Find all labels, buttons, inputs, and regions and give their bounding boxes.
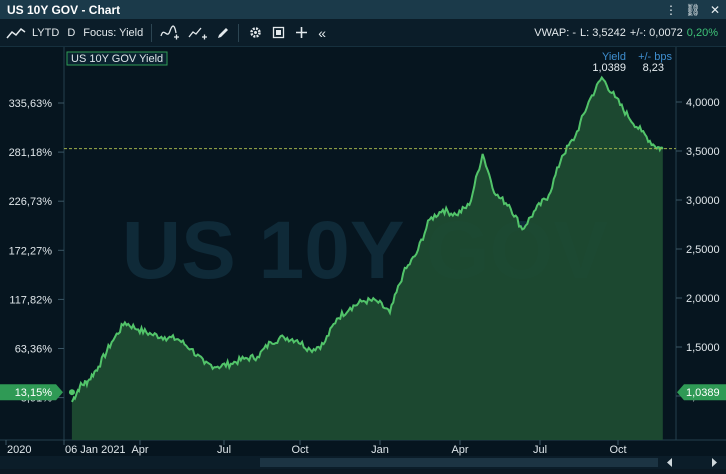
close-icon[interactable]: ✕: [709, 2, 721, 17]
series-label: US 10Y GOV Yield: [71, 53, 163, 65]
left-tick-label: 63,36%: [15, 344, 53, 356]
chart-type-icon[interactable]: [6, 26, 26, 40]
x-tick-label: Oct: [291, 444, 308, 456]
toolbar: LYTD D Focus: Yield « VWAP: - L: 3,5242 …: [0, 19, 726, 47]
focus-selector[interactable]: Focus: Yield: [83, 26, 144, 39]
menu-icon[interactable]: ⋮: [665, 2, 677, 17]
last-value: L: 3,5242: [580, 26, 626, 39]
bps-value: 8,23: [643, 62, 664, 74]
right-tick-label: 4,0000: [686, 97, 720, 109]
left-current-label: 13,15%: [0, 384, 63, 401]
right-current-value: 1,0389: [686, 387, 720, 399]
add-study-icon[interactable]: [160, 24, 180, 41]
x-tick-label: Apr: [131, 444, 148, 456]
yield-chart[interactable]: US 10Y GOV 335,63%281,18%226,73%172,27%1…: [0, 47, 726, 469]
x-tick-label: 06 Jan 2021: [65, 444, 126, 456]
bps-header: +/- bps: [638, 51, 672, 63]
yield-area: [71, 77, 663, 440]
yield-header: Yield: [602, 51, 626, 63]
change-label: +/-: 0,0072: [629, 26, 683, 39]
right-tick-label: 3,5000: [686, 146, 720, 158]
x-tick-label: Jul: [217, 444, 231, 456]
left-tick-label: 335,63%: [9, 98, 53, 110]
right-axis: 4,00003,50003,00002,50002,00001,50001,00…: [676, 97, 720, 403]
change-value: +/-: 0,0072: [630, 27, 683, 39]
window-title: US 10Y GOV - Chart: [7, 2, 121, 17]
template-icon[interactable]: [272, 26, 285, 39]
draw-pencil-icon[interactable]: [216, 26, 230, 40]
link-icon[interactable]: ⛓: [685, 2, 701, 17]
left-tick-label: 117,82%: [9, 294, 52, 306]
add-series-icon[interactable]: [188, 25, 208, 41]
left-current-value: 13,15%: [15, 387, 53, 399]
right-tick-label: 1,5000: [686, 342, 720, 354]
series-label-box[interactable]: US 10Y GOV Yield: [66, 51, 168, 66]
yield-value: 1,0389: [592, 62, 626, 74]
bottom-scroll-bar[interactable]: [0, 456, 726, 469]
scroll-left-icon[interactable]: [667, 458, 672, 467]
scroll-right-icon[interactable]: [712, 458, 717, 467]
right-tick-label: 3,0000: [686, 195, 720, 207]
toolbar-divider: [151, 23, 153, 42]
period-selector[interactable]: LYTD: [32, 26, 60, 39]
left-axis: 335,63% 281,18% 226,73% 172,27% 117,82% 63,36…: [9, 98, 64, 405]
right-current-label: 1,0389: [677, 384, 726, 401]
settings-gear-icon[interactable]: [249, 26, 262, 39]
start-point: [68, 389, 75, 396]
left-tick-label: 226,73%: [9, 196, 53, 208]
change-percent: 0,20%: [686, 26, 718, 39]
toolbar-divider: [238, 23, 240, 42]
quote-summary: VWAP: - L: 3,5242 +/-: 0,0072 0,20%: [534, 27, 718, 39]
x-tick-label: Jul: [533, 444, 547, 456]
vwap-value: VWAP: -: [534, 26, 577, 39]
collapse-toolbar-button[interactable]: «: [318, 24, 326, 41]
right-tick-label: 2,5000: [686, 244, 720, 256]
left-tick-label: 172,27%: [9, 245, 53, 257]
x-tick-label: Oct: [609, 444, 626, 456]
x-tick-label: Jan: [371, 444, 389, 456]
x-tick-label: Apr: [451, 444, 468, 456]
scroll-thumb[interactable]: [260, 458, 658, 467]
right-tick-label: 2,0000: [686, 293, 720, 305]
chart-area[interactable]: US 10Y GOV 335,63% 281,18% 226,73% 172,27% 1…: [0, 47, 726, 469]
x-tick-label: 2020: [7, 444, 31, 456]
interval-selector[interactable]: D: [67, 26, 76, 39]
title-bar: US 10Y GOV - Chart ⋮ ⛓ ✕: [0, 0, 726, 19]
left-tick-label: 281,18%: [9, 147, 53, 159]
crosshair-icon[interactable]: [295, 26, 308, 39]
x-axis: 2020 06 Jan 2021 Apr Jul Oct Jan Apr Jul Oct: [5, 440, 627, 456]
